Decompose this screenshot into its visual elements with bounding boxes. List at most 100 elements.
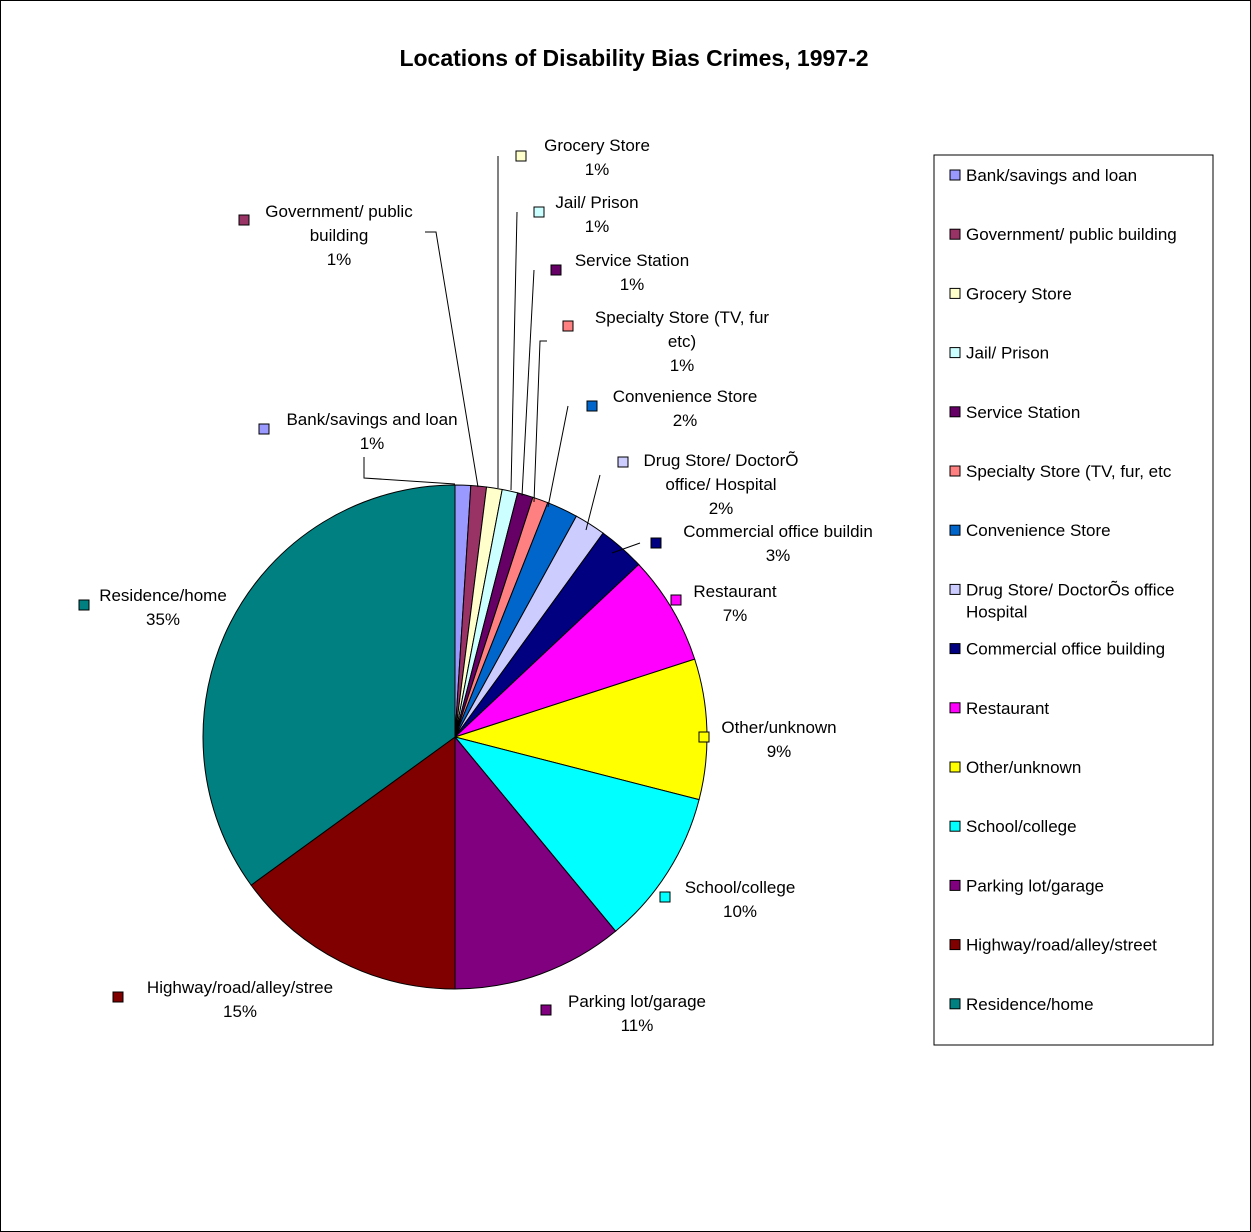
- data-label-name: Highway/road/alley/stree: [147, 978, 333, 997]
- data-label-name: Other/unknown: [721, 718, 836, 737]
- data-label-percent: 9%: [767, 742, 792, 761]
- data-label-service-station: Service Station 1%: [550, 251, 689, 294]
- label-key-swatch: [238, 214, 250, 226]
- legend-swatch: [949, 820, 961, 832]
- label-key-swatch: [698, 731, 710, 743]
- legend-swatch: [949, 287, 961, 299]
- legend-swatch: [949, 939, 961, 951]
- legend-item-highway-road-alley-street: Highway/road/alley/street: [949, 936, 1157, 955]
- legend-box: [933, 154, 1214, 1046]
- legend-label: Other/unknown: [966, 758, 1081, 777]
- legend-item-restaurant: Restaurant: [949, 699, 1049, 718]
- data-label-residence-home: Residence/home 35%: [78, 586, 227, 629]
- data-label-name: building: [310, 226, 369, 245]
- legend-label: Restaurant: [966, 699, 1049, 718]
- leader-line: [547, 405, 569, 508]
- legend-swatch: [949, 465, 961, 477]
- label-key-swatch: [550, 264, 562, 276]
- legend-swatch: [949, 643, 961, 655]
- data-label-percent: 2%: [673, 411, 698, 430]
- data-label-name: Grocery Store: [544, 136, 650, 155]
- legend-item-other-unknown: Other/unknown: [949, 758, 1081, 777]
- data-label-percent: 1%: [360, 434, 385, 453]
- legend-swatch: [949, 879, 961, 891]
- label-key-swatch: [562, 320, 574, 332]
- data-label-jail-prison: Jail/ Prison 1%: [533, 193, 639, 236]
- label-key-swatch: [659, 891, 671, 903]
- legend-item-grocery-store: Grocery Store: [949, 284, 1072, 303]
- legend-label: Residence/home: [966, 995, 1094, 1014]
- label-key-swatch: [258, 423, 270, 435]
- data-label-name: Government/ public: [265, 202, 413, 221]
- data-label-name: Residence/home: [99, 586, 227, 605]
- data-label-drug-store-doctor-s-office-hospital: Drug Store/ DoctorÕ office/ Hospital 2%: [617, 451, 799, 518]
- legend-item-specialty-store-tv-fur-etc: Specialty Store (TV, fur, etc: [949, 462, 1172, 481]
- leader-line: [363, 457, 456, 485]
- data-label-percent: 1%: [620, 275, 645, 294]
- data-label-name: Drug Store/ DoctorÕ: [644, 451, 799, 470]
- leader-line: [510, 211, 518, 491]
- data-label-name: School/college: [685, 878, 796, 897]
- data-label-name: Jail/ Prison: [555, 193, 638, 212]
- legend-item-parking-lot-garage: Parking lot/garage: [949, 876, 1104, 895]
- data-label-percent: 11%: [621, 1016, 654, 1035]
- data-label-percent: 7%: [723, 606, 748, 625]
- label-key-swatch: [650, 537, 662, 549]
- label-key-swatch: [515, 150, 527, 162]
- pie-slice-other-unknown: [453, 658, 708, 801]
- data-label-percent: 10%: [723, 902, 757, 921]
- legend-label: Convenience Store: [966, 521, 1111, 540]
- legend-label: Service Station: [966, 403, 1080, 422]
- data-label-commercial-office-building: Commercial office buildin 3%: [650, 522, 873, 565]
- chart-title: Locations of Disability Bias Crimes, 199…: [399, 45, 868, 71]
- data-label-bank-savings-and-loan: Bank/savings and loan 1%: [258, 410, 458, 453]
- label-key-swatch: [586, 400, 598, 412]
- label-key-swatch: [540, 1004, 552, 1016]
- legend-label: Drug Store/ DoctorÕs office: [966, 580, 1175, 599]
- pie-slice-restaurant: [454, 563, 696, 738]
- leader-line: [425, 231, 479, 488]
- legend-item-commercial-office-building: Commercial office building: [949, 640, 1165, 659]
- legend-item-drug-store-doctor-s-office-hospital: Drug Store/ DoctorÕs office Hospital: [949, 580, 1175, 621]
- data-labels: Bank/savings and loan 1% Government/ publi…: [78, 136, 873, 1035]
- data-label-percent: 3%: [766, 546, 791, 565]
- data-label-parking-lot-garage: Parking lot/garage 11%: [540, 992, 706, 1035]
- data-label-name: Service Station: [575, 251, 689, 270]
- legend-label: Bank/savings and loan: [966, 166, 1137, 185]
- leader-line: [611, 542, 641, 554]
- legend-swatch: [949, 998, 961, 1010]
- legend-label: Specialty Store (TV, fur, etc: [966, 462, 1172, 481]
- legend-swatch: [949, 228, 961, 240]
- legend: Bank/savings and loan Government/ public …: [933, 154, 1214, 1046]
- data-label-name: Bank/savings and loan: [286, 410, 457, 429]
- pie-slice-parking-lot-garage: [454, 735, 617, 990]
- legend-item-government-public-building: Government/ public building: [949, 225, 1177, 244]
- data-label-percent: 1%: [327, 250, 352, 269]
- legend-item-convenience-store: Convenience Store: [949, 521, 1111, 540]
- data-label-percent: 2%: [709, 499, 734, 518]
- data-label-name: Commercial office buildin: [683, 522, 873, 541]
- data-label-name: office/ Hospital: [665, 475, 776, 494]
- pie-slice-highway-road-alley-street: [250, 736, 456, 990]
- label-key-swatch: [617, 456, 629, 468]
- legend-label: Government/ public building: [966, 225, 1177, 244]
- leader-line: [521, 269, 535, 497]
- legend-label: Grocery Store: [966, 284, 1072, 303]
- data-label-name: etc): [668, 332, 696, 351]
- label-key-swatch: [78, 599, 90, 611]
- data-label-percent: 1%: [585, 160, 610, 179]
- data-label-name: Specialty Store (TV, fur: [595, 308, 770, 327]
- pie-slice-school-college: [453, 736, 700, 932]
- legend-swatch: [949, 583, 961, 595]
- leader-line: [533, 340, 547, 503]
- pie-slice-residence-home: [202, 484, 456, 886]
- legend-swatch: [949, 524, 961, 536]
- leader-lines: [363, 156, 641, 554]
- label-key-swatch: [670, 594, 682, 606]
- legend-swatch: [949, 169, 961, 181]
- legend-swatch: [949, 702, 961, 714]
- legend-swatch: [949, 406, 961, 418]
- data-label-name: Convenience Store: [613, 387, 758, 406]
- legend-item-service-station: Service Station: [949, 403, 1080, 422]
